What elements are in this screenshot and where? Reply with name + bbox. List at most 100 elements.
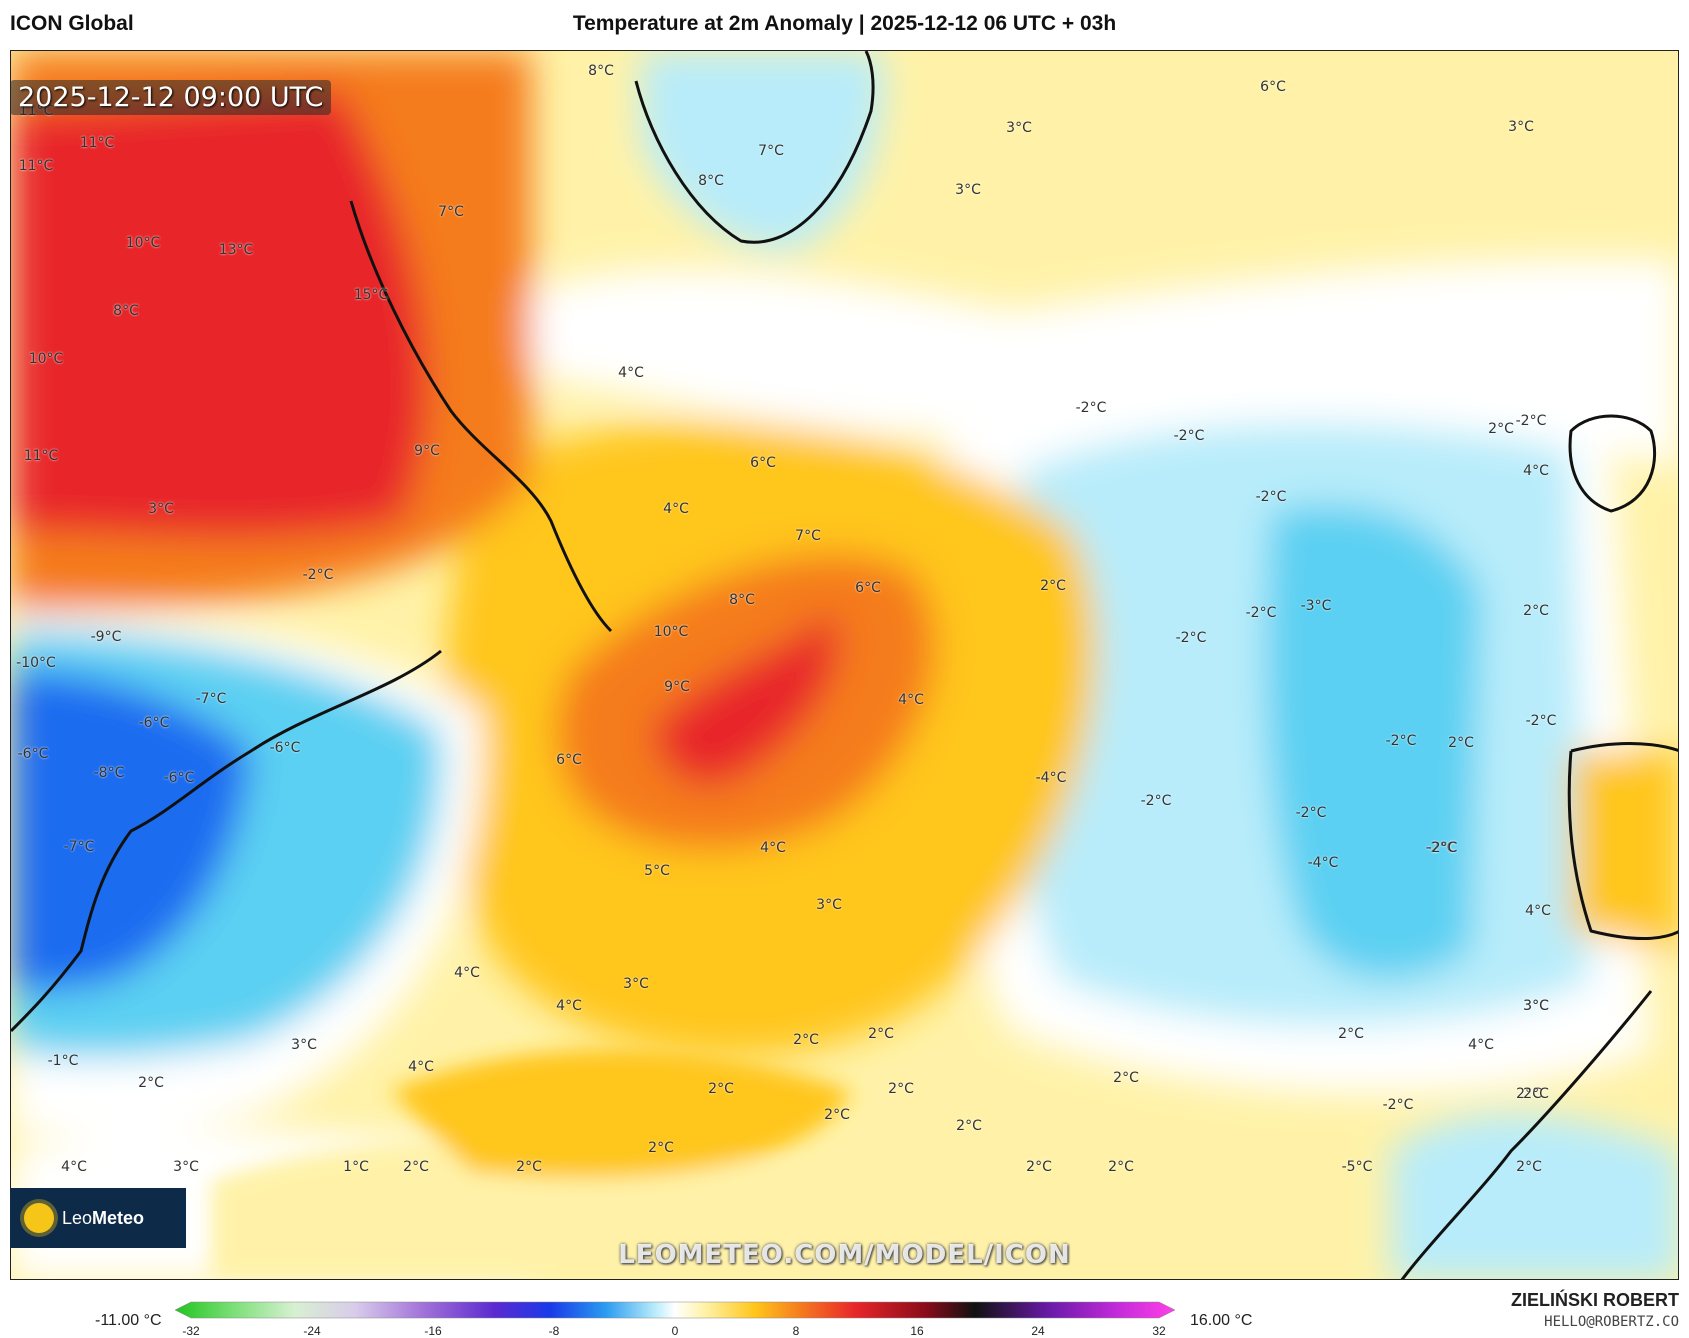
- temperature-label: 6°C: [1260, 79, 1286, 95]
- labrador-coast: [349, 200, 613, 633]
- temperature-label: 3°C: [173, 1159, 199, 1175]
- temperature-label: 4°C: [1468, 1037, 1494, 1053]
- temperature-label: 2°C: [648, 1140, 674, 1156]
- temperature-label: 2°C: [1113, 1070, 1139, 1086]
- temperature-label: 6°C: [855, 580, 881, 596]
- temperature-label: 5°C: [644, 863, 670, 879]
- temperature-label: -2°C: [1175, 630, 1207, 646]
- temperature-label: 9°C: [664, 679, 690, 695]
- temperature-label: 4°C: [1523, 463, 1549, 479]
- temperature-label: 2°C: [1488, 421, 1514, 437]
- temperature-label: -4°C: [1035, 770, 1067, 786]
- watermark-url: LEOMETEO.COM/MODEL/ICON: [618, 1240, 1071, 1270]
- temperature-label: 7°C: [795, 528, 821, 544]
- temperature-label: -2°C: [1385, 733, 1417, 749]
- temperature-label: 4°C: [454, 965, 480, 981]
- temperature-label: 4°C: [618, 365, 644, 381]
- map-view[interactable]: 11°C11°C11°C10°C13°C8°C15°C10°C7°C11°C9°…: [10, 50, 1679, 1280]
- temperature-label: 8°C: [729, 592, 755, 608]
- temperature-label: 13°C: [218, 242, 254, 258]
- chart-title: Temperature at 2m Anomaly | 2025-12-12 0…: [572, 12, 1117, 35]
- colorbar-tick-label: -16: [424, 1324, 442, 1338]
- temperature-label: -2°C: [1295, 805, 1327, 821]
- temperature-label: -2°C: [302, 567, 334, 583]
- temperature-label: 15°C: [353, 287, 389, 303]
- sun-icon: [24, 1203, 54, 1233]
- temperature-label: 4°C: [408, 1059, 434, 1075]
- temperature-label: 2°C: [824, 1107, 850, 1123]
- temperature-label: -2°C: [1075, 400, 1107, 416]
- temperature-label: 11°C: [18, 158, 54, 174]
- coastlines: [11, 51, 1678, 1279]
- temperature-label: -2°C: [1382, 1097, 1414, 1113]
- temperature-label: 2°C: [1040, 578, 1066, 594]
- temperature-label: 4°C: [663, 501, 689, 517]
- colorbar: [175, 1301, 1175, 1319]
- temperature-label: 2°C: [1523, 603, 1549, 619]
- temperature-label: 2°C: [1523, 1086, 1549, 1102]
- colorbar-max-label: 16.00 °C: [1190, 1312, 1253, 1329]
- author-name: ZIELIŃSKI ROBERT: [1510, 1290, 1679, 1310]
- leometeo-logo[interactable]: LeoMeteo: [10, 1188, 186, 1248]
- temperature-label: -2°C: [1515, 413, 1547, 429]
- temperature-label: 6°C: [750, 455, 776, 471]
- neutral-band-north: [491, 259, 1678, 471]
- temperature-label: 3°C: [955, 182, 981, 198]
- temperature-label: 2°C: [1026, 1159, 1052, 1175]
- temperature-label: -5°C: [1341, 1159, 1373, 1175]
- colorbar-tick-label: -32: [182, 1324, 200, 1338]
- colorbar-tick-label: -24: [303, 1324, 321, 1338]
- temperature-label: -1°C: [47, 1053, 79, 1069]
- model-name: ICON Global: [10, 12, 134, 35]
- temperature-label: 3°C: [1523, 998, 1549, 1014]
- temperature-label: 3°C: [1523, 998, 1549, 1014]
- colorbar-tick-label: 16: [910, 1324, 924, 1338]
- temperature-label: 2°C: [516, 1159, 542, 1175]
- temperature-label: -2°C: [1245, 605, 1277, 621]
- temperature-label: 4°C: [556, 998, 582, 1014]
- temperature-label: 10°C: [653, 624, 689, 640]
- us-coast: [11, 649, 442, 1033]
- temperature-label: 2°C: [138, 1075, 164, 1091]
- temperature-label: 3°C: [148, 501, 174, 517]
- temperature-label: 11°C: [23, 448, 59, 464]
- temperature-label: -8°C: [93, 765, 125, 781]
- temperature-label: -7°C: [63, 839, 95, 855]
- author-email[interactable]: HELLO@ROBERTZ.CO: [1544, 1314, 1679, 1330]
- temperature-label: 8°C: [113, 303, 139, 319]
- temperature-label: 2°C: [956, 1118, 982, 1134]
- africa-cold: [1391, 1113, 1678, 1279]
- temperature-label: -2°C: [1426, 840, 1458, 856]
- temperature-label: -2°C: [1140, 793, 1172, 809]
- colorbar-tick-label: 32: [1152, 1324, 1166, 1338]
- temperature-label: 3°C: [1508, 119, 1534, 135]
- colorbar-tick-label: 24: [1031, 1324, 1045, 1338]
- temperature-label: 10°C: [28, 351, 64, 367]
- ireland-coast: [1568, 414, 1657, 513]
- slight-warm-south: [211, 1138, 911, 1279]
- morocco-coast: [1400, 990, 1653, 1279]
- temperature-label: 7°C: [438, 204, 464, 220]
- temperature-label: -7°C: [195, 691, 227, 707]
- strong-warm-mid: [651, 611, 839, 786]
- temperature-label: 2°C: [1338, 1026, 1364, 1042]
- greenland-cold: [641, 51, 883, 251]
- temperature-label: 2°C: [1448, 735, 1474, 751]
- colorbar-min-label: -11.00 °C: [95, 1312, 162, 1329]
- iberia-warm: [1571, 751, 1678, 951]
- temperature-label: 2°C: [1516, 1159, 1542, 1175]
- temperature-label: 2°C: [888, 1081, 914, 1097]
- mild-warm-south: [391, 1049, 851, 1179]
- temperature-label: -3°C: [1300, 598, 1332, 614]
- brand-name-bold: Meteo: [92, 1207, 145, 1228]
- temperature-label: 10°C: [125, 235, 161, 251]
- strong-warm-canada: [11, 91, 428, 538]
- temperature-label: 4°C: [1525, 903, 1551, 919]
- header: ICON Global Temperature at 2m Anomaly | …: [0, 0, 1689, 50]
- temperature-label: 3°C: [623, 976, 649, 992]
- temperature-label: -2°C: [1173, 428, 1205, 444]
- temperature-label: 8°C: [698, 173, 724, 189]
- temperature-label: -6°C: [269, 740, 301, 756]
- temperature-label: 2°C: [793, 1032, 819, 1048]
- temperature-label: -4°C: [1307, 855, 1339, 871]
